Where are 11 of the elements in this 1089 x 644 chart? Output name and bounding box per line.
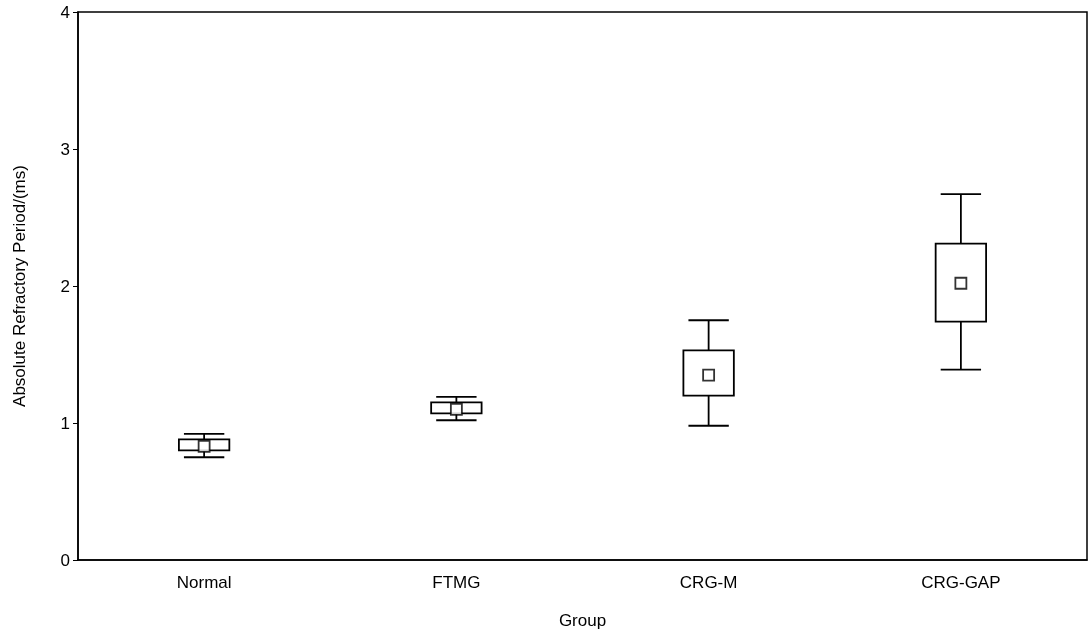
y-tick-label: 0 bbox=[60, 550, 70, 570]
x-tick-label: FTMG bbox=[432, 573, 481, 592]
x-axis-title: Group bbox=[558, 611, 607, 630]
y-tick-label: 4 bbox=[60, 2, 70, 22]
y-tick-label: 2 bbox=[60, 276, 70, 296]
y-axis-title: Absolute Refractory Period/(ms) bbox=[10, 165, 29, 407]
y-tick-label: 3 bbox=[60, 139, 70, 159]
x-tick-label: CRG-M bbox=[679, 573, 738, 592]
y-tick-label: 1 bbox=[60, 413, 70, 433]
x-tick-label: CRG-GAP bbox=[921, 573, 1001, 592]
x-tick-label: Normal bbox=[176, 573, 232, 592]
